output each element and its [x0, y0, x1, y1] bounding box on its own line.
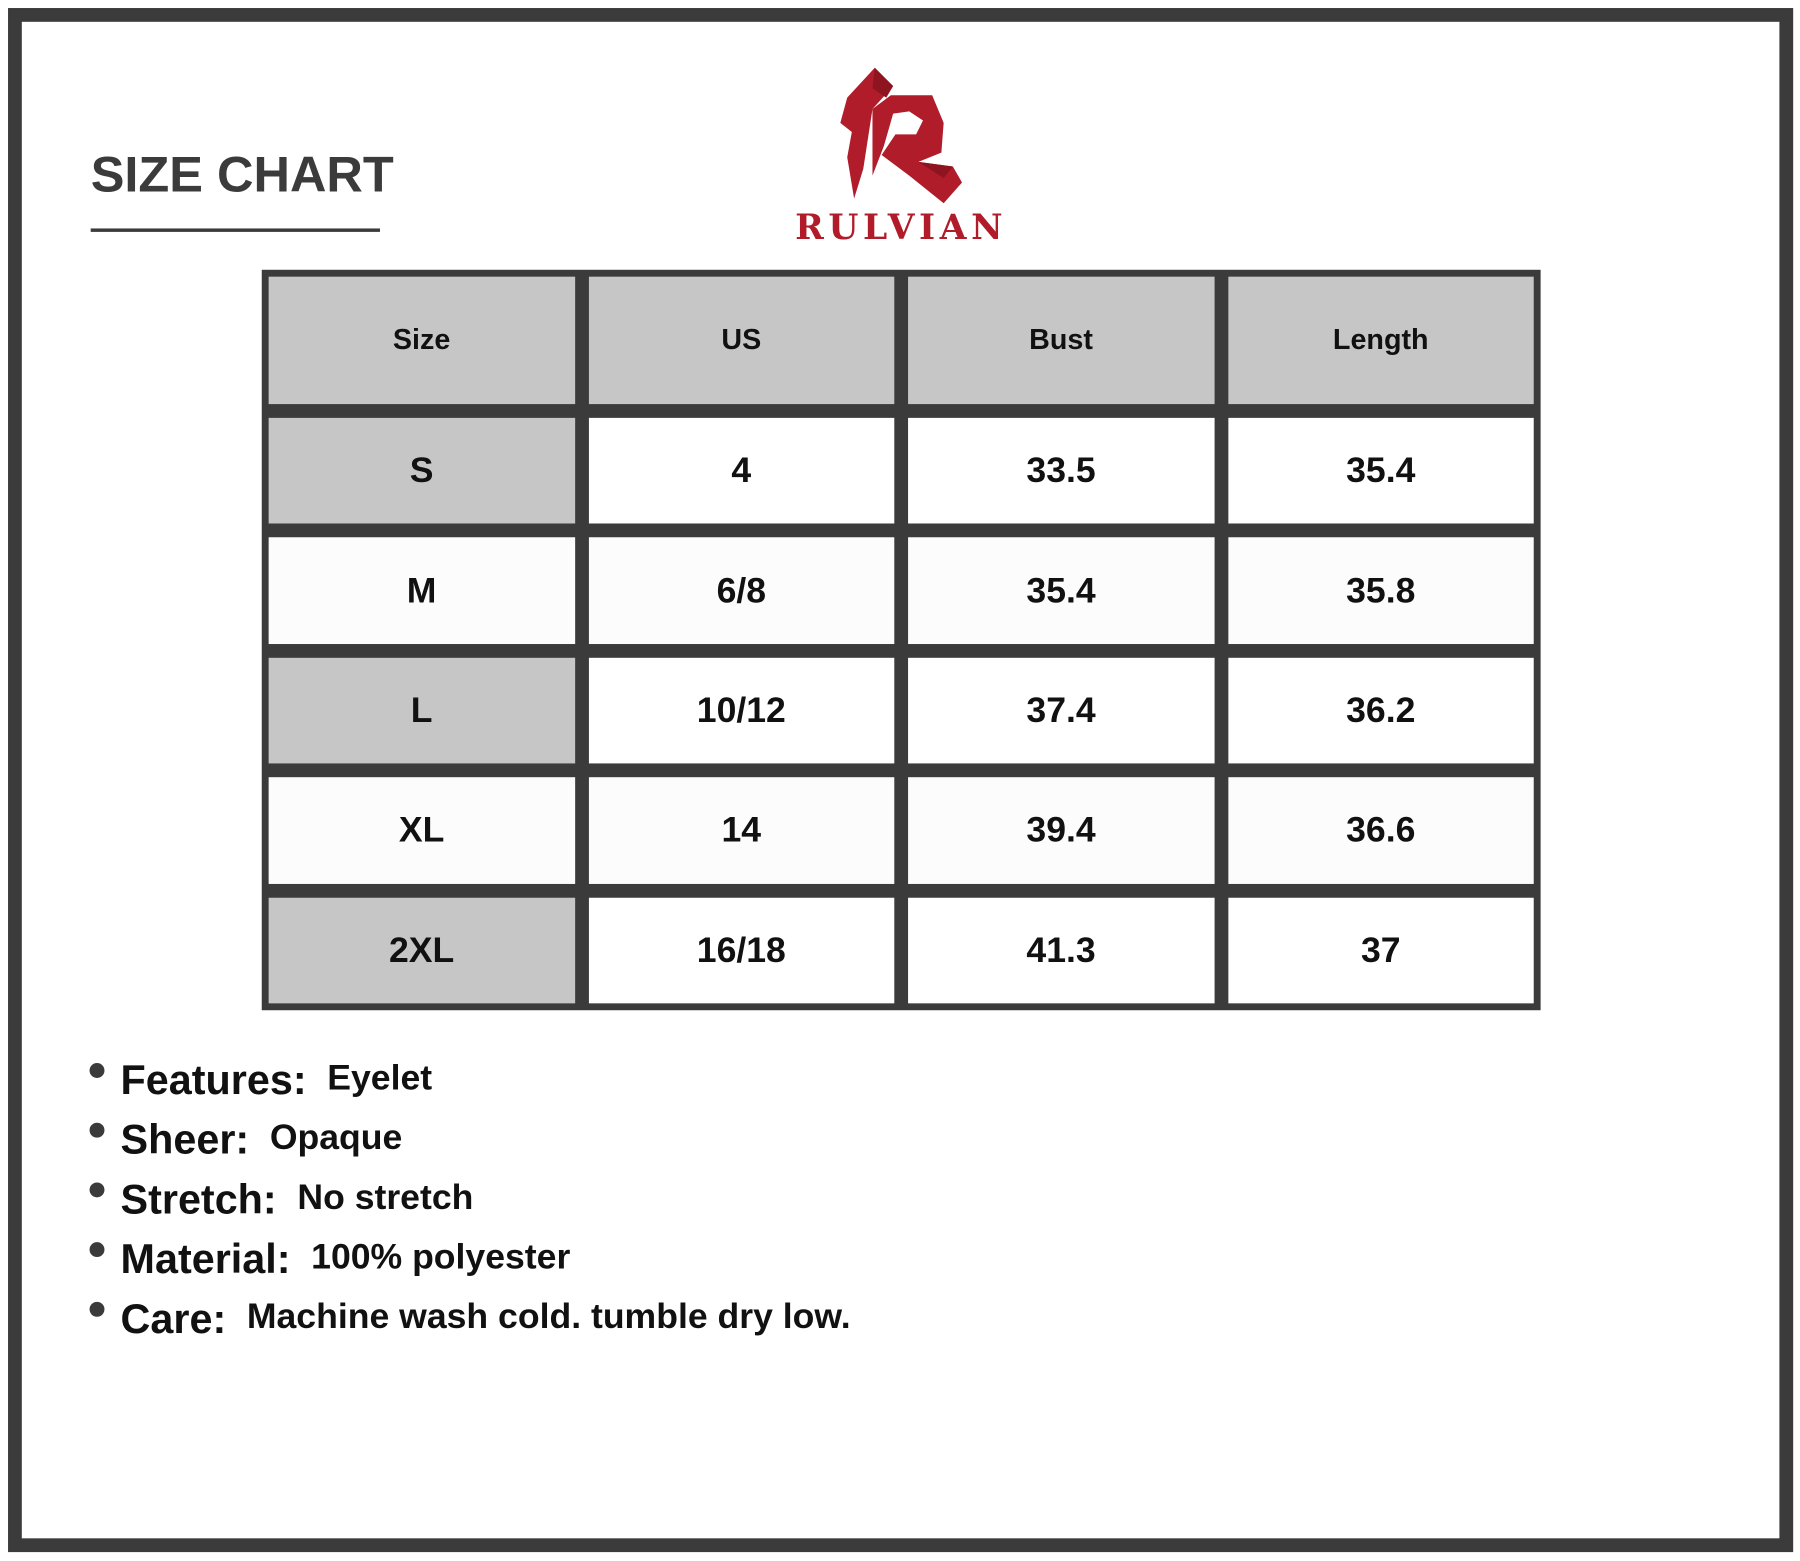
spec-value: Opaque — [269, 1117, 403, 1158]
column-header-length: Length — [1227, 276, 1534, 405]
bullet-icon — [89, 1122, 105, 1138]
table-cell: 6/8 — [588, 537, 895, 644]
column-header-us: US — [588, 276, 895, 405]
spec-item: Material: 100% polyester — [89, 1235, 851, 1295]
table-cell: 39.4 — [908, 777, 1215, 884]
spec-label: Material: — [120, 1235, 291, 1283]
spec-item: Features: Eyelet — [89, 1056, 851, 1116]
bullet-icon — [89, 1242, 105, 1258]
table-cell: 14 — [588, 777, 895, 884]
size-cell: L — [268, 657, 575, 764]
bullet-icon — [89, 1182, 105, 1198]
spec-value: 100% polyester — [311, 1236, 571, 1277]
table-cell: 35.4 — [1227, 417, 1534, 524]
size-cell: 2XL — [268, 897, 575, 1004]
product-specs: Features: Eyelet Sheer: Opaque Stretch: No st… — [89, 1056, 851, 1355]
r-logo-icon — [840, 67, 963, 204]
column-header-size: Size — [268, 276, 575, 405]
spec-value: Eyelet — [327, 1057, 433, 1098]
spec-label: Care: — [120, 1294, 227, 1343]
spec-item: Sheer: Opaque — [89, 1115, 851, 1176]
table-cell: 4 — [588, 417, 895, 524]
spec-label: Stretch: — [120, 1175, 277, 1223]
bullet-icon — [89, 1063, 105, 1078]
size-cell: S — [268, 417, 575, 524]
column-header-bust: Bust — [908, 276, 1215, 405]
table-cell: 35.4 — [908, 537, 1215, 644]
size-table: Size US Bust Length S 4 33.5 35.4 M 6/8 35.4 35.8 L 1… — [261, 269, 1541, 1011]
table-cell: 10/12 — [588, 657, 895, 764]
size-cell: M — [268, 537, 575, 644]
table-cell: 36.6 — [1227, 777, 1534, 884]
table-cell: 41.3 — [908, 897, 1215, 1004]
spec-value: Machine wash cold. tumble dry low. — [246, 1296, 851, 1337]
table-cell: 33.5 — [908, 417, 1215, 524]
spec-item: Care: Machine wash cold. tumble dry low. — [89, 1294, 851, 1355]
brand-name: RULVIAN — [795, 207, 1008, 248]
table-cell: 35.8 — [1227, 537, 1534, 644]
size-cell: XL — [268, 777, 575, 884]
table-cell: 36.2 — [1227, 657, 1534, 764]
spec-label: Sheer: — [120, 1115, 250, 1163]
table-cell: 37.4 — [908, 657, 1215, 764]
table-cell: 37 — [1227, 897, 1534, 1004]
spec-value: No stretch — [297, 1176, 474, 1217]
spec-label: Features: — [120, 1056, 307, 1104]
table-cell: 16/18 — [588, 897, 895, 1004]
brand-logo: RULVIAN — [781, 63, 1022, 248]
bullet-icon — [89, 1301, 105, 1317]
page-title: SIZE CHART — [90, 146, 394, 204]
spec-item: Stretch: No stretch — [89, 1175, 851, 1236]
title-underline — [90, 228, 380, 232]
